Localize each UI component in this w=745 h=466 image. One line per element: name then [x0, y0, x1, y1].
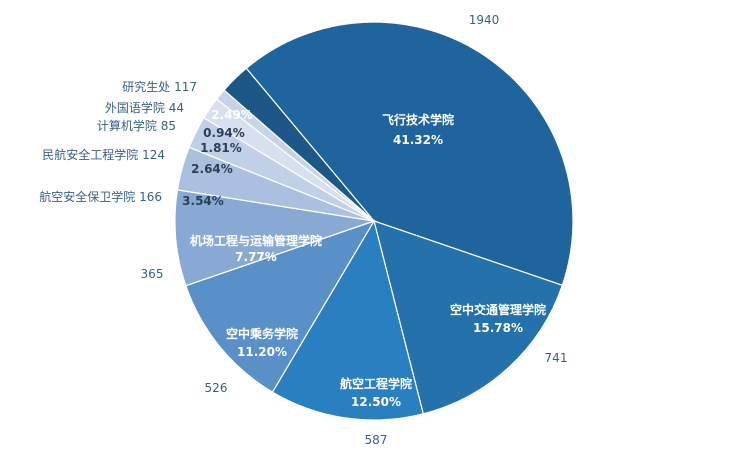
slice-inner-label: 15.78%	[473, 321, 523, 335]
slice-inner-label: 航空工程学院	[340, 376, 412, 391]
slice-outer-label: 航空安全保卫学院 166	[39, 189, 162, 204]
slice-outer-label: 526	[205, 381, 228, 395]
slice-inner-label: 3.54%	[182, 194, 224, 208]
slice-outer-label: 外国语学院 44	[105, 100, 184, 115]
pie-slice[interactable]	[373, 220, 564, 415]
slice-outer-label: 民航安全工程学院 124	[42, 147, 165, 162]
pie-labels: 1940 741 587 526 365 航空安全保卫学院 166 民航安全工程学院 124…	[39, 13, 567, 447]
slice-inner-label: 41.32%	[393, 133, 443, 147]
slice-inner-label: 2.49%	[211, 108, 253, 122]
slice-inner-label: 7.77%	[235, 250, 277, 264]
pie-slice[interactable]	[245, 21, 574, 287]
slice-inner-label: 0.94%	[203, 126, 245, 140]
slice-outer-label: 741	[545, 351, 568, 365]
pie-slice[interactable]	[174, 189, 375, 287]
pie-slice[interactable]	[185, 219, 376, 393]
slice-outer-label: 587	[365, 433, 388, 447]
slice-inner-label: 空中乘务学院	[226, 326, 298, 341]
pie-slice[interactable]	[271, 219, 424, 421]
slice-outer-label: 365	[141, 267, 164, 281]
slice-outer-label: 计算机学院 85	[97, 118, 176, 133]
slice-inner-label: 空中交通管理学院	[450, 302, 546, 317]
slice-inner-label: 12.50%	[351, 395, 401, 409]
slice-inner-label: 飞行技术学院	[382, 112, 454, 127]
slice-inner-label: 11.20%	[237, 345, 287, 359]
pie-slices	[174, 21, 574, 421]
slice-inner-label: 机场工程与运输管理学院	[190, 233, 322, 248]
pie-slice[interactable]	[223, 67, 375, 222]
slice-outer-label: 1940	[469, 13, 500, 27]
slice-outer-label: 研究生处 117	[122, 79, 197, 94]
slice-inner-label: 2.64%	[191, 162, 233, 176]
slice-inner-label: 1.81%	[200, 141, 242, 155]
